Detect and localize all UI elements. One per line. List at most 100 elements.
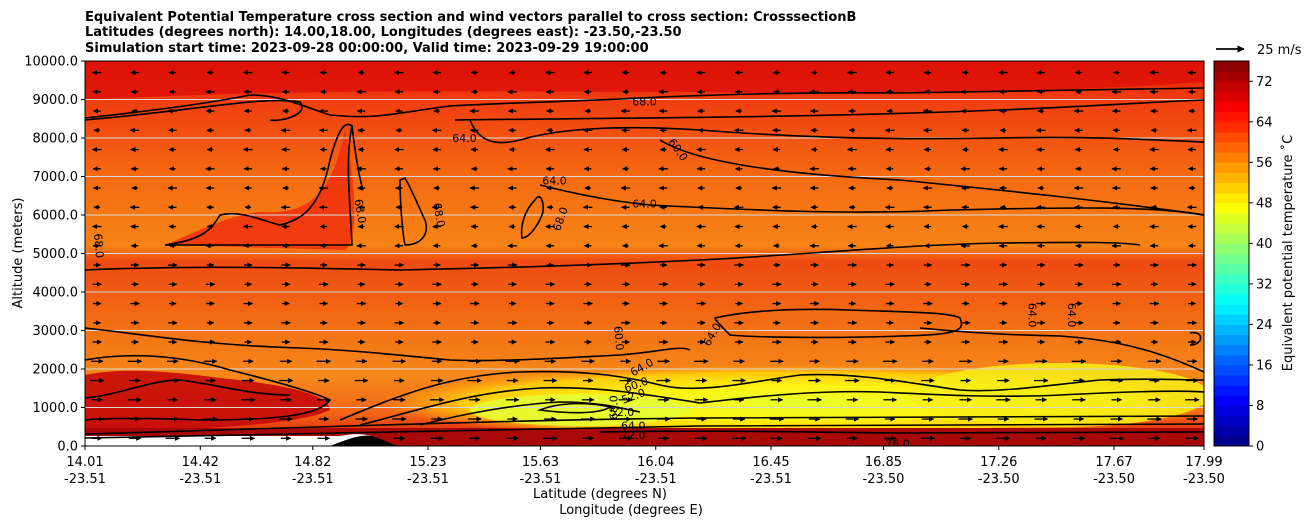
- colorbar-segment: [1214, 364, 1249, 376]
- x-tick-lon: -23.51: [635, 472, 677, 487]
- colorbar-segment: [1214, 61, 1249, 72]
- x-tick-lat: 14.01: [66, 455, 103, 470]
- x-tick-lon: -23.51: [520, 472, 562, 487]
- colorbar-segment: [1214, 121, 1249, 133]
- colorbar-segment: [1214, 314, 1249, 325]
- colorbar-frame: [1213, 60, 1250, 447]
- contour-label: 64.0: [1025, 303, 1038, 328]
- near-surface-warm-region: [85, 370, 330, 432]
- y-tick-label: 4000.0: [33, 286, 79, 301]
- x-tick-lon: -23.50: [1183, 472, 1225, 487]
- colorbar-tick-label: 72: [1256, 75, 1273, 90]
- y-axis-label: Altitude (meters): [11, 198, 26, 309]
- y-tick-label: 10000.0: [24, 55, 78, 70]
- x-tick-lon: -23.51: [407, 472, 449, 487]
- contour-label: 64.0: [632, 197, 657, 210]
- contour-label: 76.0: [885, 438, 910, 451]
- colorbar-tick-label: 56: [1256, 156, 1273, 171]
- x-tick-lat: 14.42: [182, 455, 219, 470]
- y-tick-label: 5000.0: [33, 247, 79, 262]
- colorbar-segment: [1214, 101, 1249, 113]
- contour-label: 64.0: [452, 132, 477, 145]
- x-tick-lat: 17.99: [1185, 455, 1222, 470]
- contour-label: 68.0: [352, 198, 369, 224]
- y-tick-label: 9000.0: [33, 93, 79, 108]
- colorbar-segment: [1214, 223, 1249, 234]
- colorbar-segment: [1214, 304, 1249, 315]
- colorbar-label: Equivalent potential temperature ˚C: [1280, 135, 1296, 371]
- colorbar-tick-label: 0: [1256, 440, 1264, 455]
- x-tick-lat: 17.67: [1095, 455, 1132, 470]
- colorbar-segment: [1214, 182, 1249, 194]
- x-tick-lon: -23.51: [179, 472, 221, 487]
- colorbar-segment: [1214, 172, 1249, 184]
- colorbar-segment: [1214, 395, 1249, 406]
- y-tick-label: 1000.0: [33, 401, 79, 416]
- colorbar-segment: [1214, 405, 1249, 417]
- y-axis: 0.0 1000.0 2000.0 3000.0 4000.0 5000.0 6000.0 7…: [24, 55, 85, 455]
- colorbar: 0 8 16 24 32 40 48 56 64 72: [1213, 60, 1273, 455]
- title-line-2: Latitudes (degrees north): 14.00,18.00, …: [85, 25, 682, 40]
- colorbar-tick-label: 8: [1256, 399, 1264, 414]
- contour-label: 72.0: [621, 429, 646, 442]
- colorbar-segment: [1214, 192, 1249, 204]
- contour-label: 68.0: [632, 95, 657, 108]
- contour-label: 52.0: [610, 406, 635, 419]
- x-tick-lon: -23.51: [750, 472, 792, 487]
- colorbar-segment: [1214, 212, 1249, 224]
- contour-label: 68.0: [430, 202, 447, 228]
- x-tick-lon: -23.51: [292, 472, 334, 487]
- contour-lines: [85, 87, 1204, 439]
- title-line-3: Simulation start time: 2023-09-28 00:00:…: [85, 41, 649, 56]
- colorbar-segment: [1214, 283, 1249, 295]
- contour-label: 68.0: [91, 233, 106, 259]
- contour-label: 60.0: [611, 325, 626, 351]
- y-tick-label: 3000.0: [33, 324, 79, 339]
- colorbar-segment: [1214, 111, 1249, 123]
- x-axis: 14.01 -23.51 14.42 -23.51 14.82 -23.51 15.23 -2…: [64, 446, 1225, 487]
- colorbar-segment: [1214, 71, 1249, 82]
- colorbar-segment: [1214, 81, 1249, 92]
- x-tick-lon: -23.50: [978, 472, 1020, 487]
- x-tick-lat: 16.45: [752, 455, 789, 470]
- colorbar-segment: [1214, 243, 1249, 254]
- contour-label: 64.0: [542, 174, 567, 187]
- x-tick-lat: 16.85: [865, 455, 902, 470]
- contour-label: 64.0: [621, 420, 646, 433]
- colorbar-tick-label: 48: [1256, 196, 1273, 211]
- yellow-core-left: [470, 394, 690, 426]
- y-tick-label: 7000.0: [33, 170, 79, 185]
- x-tick-lat: 15.63: [522, 455, 559, 470]
- x-tick-lon: -23.50: [863, 472, 905, 487]
- warm-plume-left: [165, 130, 355, 250]
- colorbar-segment: [1214, 344, 1249, 356]
- x-tick-lat: 16.04: [637, 455, 674, 470]
- colorbar-segment: [1214, 435, 1249, 447]
- contour-label: 64.0: [1065, 303, 1078, 328]
- contour-label: 68.0: [608, 395, 621, 420]
- x-tick-lat: 15.23: [409, 455, 446, 470]
- y-tick-label: 0.0: [57, 440, 78, 455]
- colorbar-tick-label: 32: [1256, 277, 1273, 292]
- colorbar-segment: [1214, 273, 1249, 285]
- colorbar-segment: [1214, 91, 1249, 103]
- colorbar-tick-label: 40: [1256, 237, 1273, 252]
- colorbar-segment: [1214, 162, 1249, 173]
- colorbar-segment: [1214, 142, 1249, 153]
- x-axis-label-lon: Longitude (degrees E): [559, 503, 703, 518]
- y-tick-label: 8000.0: [33, 132, 79, 147]
- x-tick-lat: 14.82: [294, 455, 331, 470]
- wind-vectors: [90, 69, 1200, 441]
- plot-area: 68.064.0 60.064.064.068.068.0 68.0 68.060.0…: [85, 61, 1204, 451]
- contour-labels: 68.064.0 60.064.064.068.068.0 68.0 68.060.0…: [91, 95, 1078, 451]
- colorbar-segment: [1214, 425, 1249, 437]
- x-tick-lon: -23.51: [64, 472, 106, 487]
- colorbar-segment: [1214, 253, 1249, 265]
- x-tick-lon: -23.50: [1093, 472, 1135, 487]
- quiver-key-label: 25 m/s: [1257, 43, 1302, 58]
- x-tick-lat: 17.26: [980, 455, 1017, 470]
- colorbar-segment: [1214, 324, 1249, 336]
- title-line-1: Equivalent Potential Temperature cross s…: [85, 10, 856, 25]
- colorbar-segment: [1214, 415, 1249, 427]
